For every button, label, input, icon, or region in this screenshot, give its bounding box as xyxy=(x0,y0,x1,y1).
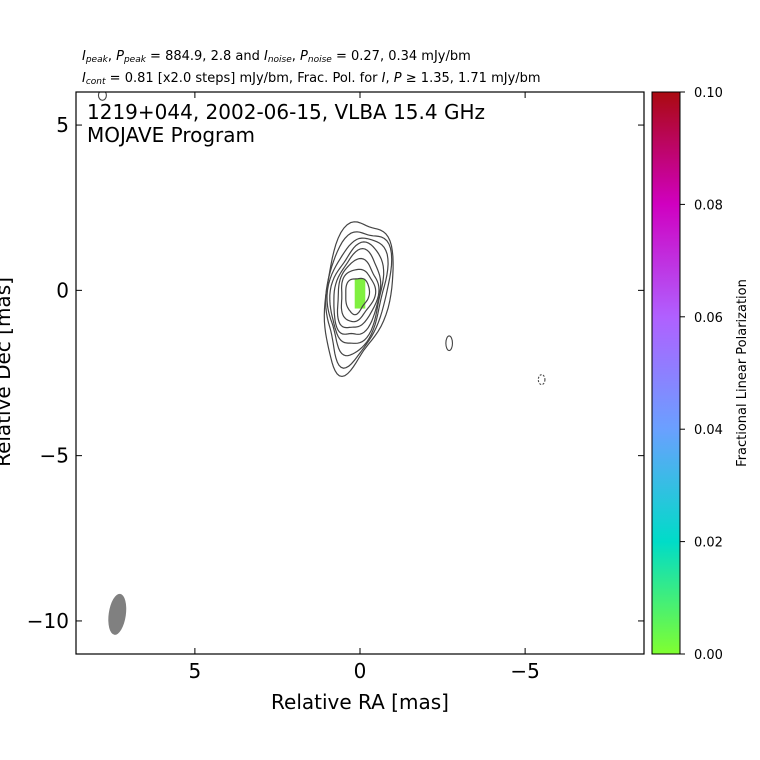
colorbar xyxy=(651,91,681,655)
contour-island-2 xyxy=(537,374,546,386)
contour-level-3 xyxy=(336,257,380,329)
colorbar-tick-label: 0.02 xyxy=(694,536,723,551)
y-tick-label: 5 xyxy=(56,113,69,137)
contour-level-6 xyxy=(326,237,389,357)
y-tick-label: −10 xyxy=(27,609,69,633)
axis-ticks: 5 0 −5 5 0 −5 −10 xyxy=(27,92,644,683)
colorbar-tick-label: 0.06 xyxy=(694,311,723,326)
x-axis-label: Relative RA [mas] xyxy=(271,690,449,714)
contour-layer xyxy=(97,92,546,635)
contour-level-2 xyxy=(340,268,377,323)
x-tick-label: 5 xyxy=(189,659,202,683)
contour-island-1 xyxy=(445,335,454,352)
colorbar-ticks: 0.00 0.02 0.04 0.06 0.08 0.10 xyxy=(680,86,723,663)
y-tick-label: −5 xyxy=(40,444,69,468)
y-axis-label: Relative Dec [mas] xyxy=(0,277,15,467)
contour-level-8 xyxy=(323,221,394,378)
colorbar-tick-label: 0.00 xyxy=(694,648,723,663)
colorbar-tick-label: 0.04 xyxy=(694,423,723,438)
x-tick-label: 0 xyxy=(354,659,367,683)
colorbar-label: Fractional Linear Polarization xyxy=(735,279,750,467)
chart-subtitle: MOJAVE Program xyxy=(87,123,255,147)
chart-title: 1219+044, 2002-06-15, VLBA 15.4 GHz xyxy=(87,100,485,124)
beam-ellipse xyxy=(108,593,127,635)
x-tick-label: −5 xyxy=(510,659,539,683)
plot-frame xyxy=(75,91,645,655)
polarization-patch xyxy=(354,278,366,309)
colorbar-tick-label: 0.10 xyxy=(694,86,723,101)
contour-island-3 xyxy=(97,92,107,101)
colorbar-tick-label: 0.08 xyxy=(694,198,723,213)
header-line-1: Ipeak, Ppeak = 884.9, 2.8 and Inoise, Pn… xyxy=(82,49,471,65)
contour-level-4 xyxy=(333,247,382,335)
header-line-2: Icont = 0.81 [x2.0 steps] mJy/bm, Frac. … xyxy=(82,71,541,87)
contour-level-5 xyxy=(329,241,385,344)
y-tick-label: 0 xyxy=(56,278,69,302)
contour-level-1 xyxy=(345,277,371,316)
